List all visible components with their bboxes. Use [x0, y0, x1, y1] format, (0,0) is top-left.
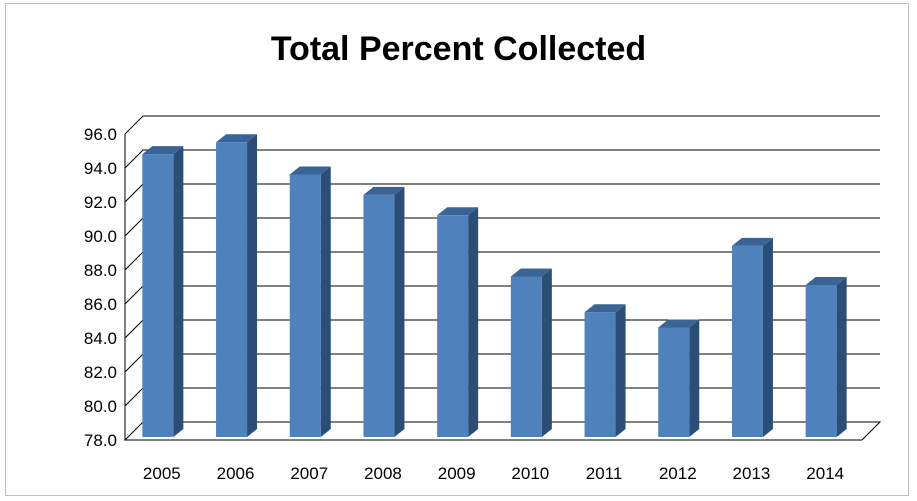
bar-2008: [363, 186, 405, 437]
bars: [142, 134, 847, 437]
bar-front-face: [289, 174, 321, 437]
bar-side-face: [468, 207, 479, 437]
y-tick-label: 82.0: [84, 363, 117, 382]
bar-side-face: [541, 268, 552, 437]
y-tick-label: 86.0: [84, 295, 117, 314]
bar-front-face: [216, 142, 248, 437]
bar-front-face: [510, 276, 542, 437]
x-tick-label: 2010: [511, 464, 549, 483]
gridline: [124, 115, 880, 135]
bar-side-face: [836, 277, 847, 437]
bar-top-face: [289, 166, 331, 175]
chart-title: Total Percent Collected: [270, 30, 647, 68]
bar-front-face: [363, 194, 395, 437]
bar-2009: [437, 207, 479, 437]
bar-2005: [142, 146, 184, 437]
bar-front-face: [142, 154, 174, 437]
y-tick-label: 88.0: [84, 261, 117, 280]
bar-front-face: [658, 327, 690, 437]
y-tick-label: 96.0: [84, 125, 117, 144]
bar-top-face: [142, 146, 184, 155]
bar-2010: [510, 268, 552, 437]
y-tick-label: 78.0: [84, 431, 117, 450]
bar-top-face: [805, 277, 847, 285]
bar-side-face: [247, 134, 258, 437]
x-tick-label: 2008: [364, 464, 402, 483]
bar-top-face: [510, 268, 552, 277]
x-tick-label: 2013: [733, 464, 771, 483]
x-tick-label: 2011: [586, 464, 623, 483]
bar-top-face: [216, 134, 258, 143]
y-tick-label: 80.0: [84, 397, 117, 416]
y-tick-label: 92.0: [84, 193, 117, 212]
bar-top-face: [584, 304, 626, 313]
x-tick-label: 2009: [438, 464, 476, 483]
bar-front-face: [584, 312, 616, 437]
x-axis-ticks: 2005 2006 2007 2008 2009 2010 2011 2012 2013 2014: [143, 464, 844, 483]
x-tick-label: 2007: [290, 464, 328, 483]
bar-front-face: [805, 285, 837, 437]
bar-2012: [658, 319, 700, 437]
bar-top-face: [731, 237, 773, 246]
floor: [123, 421, 882, 441]
bar-side-face: [615, 304, 626, 437]
bar-2006: [216, 134, 258, 437]
y-tick-label: 90.0: [84, 227, 117, 246]
x-tick-label: 2005: [143, 464, 181, 483]
bar-top-face: [658, 319, 700, 328]
bar-top-face: [363, 186, 405, 195]
y-tick-label: 94.0: [84, 159, 117, 178]
bar-front-face: [437, 215, 469, 437]
bar-2013: [731, 237, 773, 437]
gridline: [124, 149, 880, 169]
bar-2014: [805, 277, 847, 437]
bar-2007: [289, 166, 331, 437]
x-tick-label: 2012: [659, 464, 697, 483]
bar-side-face: [394, 186, 405, 437]
bar-side-face: [689, 319, 700, 437]
y-tick-label: 84.0: [84, 329, 117, 348]
bar-2011: [584, 304, 626, 437]
bar-front-face: [731, 245, 763, 437]
bar-side-face: [173, 146, 184, 437]
bar-side-face: [762, 237, 773, 437]
x-tick-label: 2006: [217, 464, 255, 483]
y-axis-ticks: 78.0 80.0 82.0 84.0 86.0 88.0 90.0 92.0 94.0 96.0: [84, 125, 117, 450]
bar-side-face: [320, 166, 331, 437]
bar-top-face: [437, 207, 479, 216]
x-tick-label: 2014: [806, 464, 844, 483]
